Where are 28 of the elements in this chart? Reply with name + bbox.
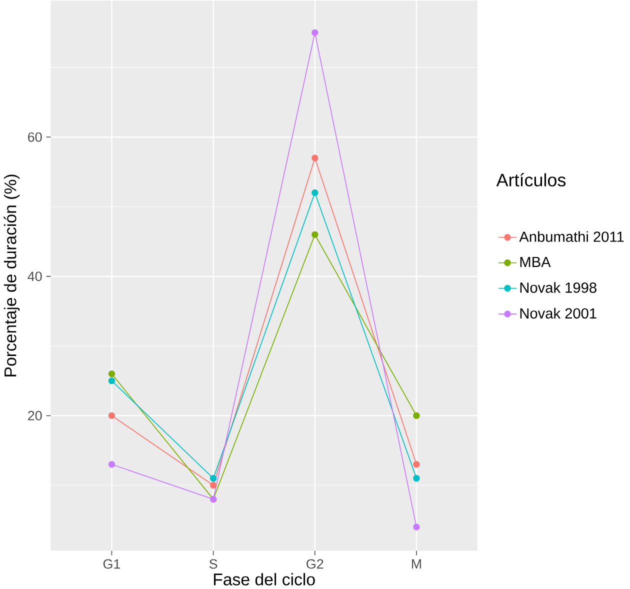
point	[210, 482, 217, 489]
point	[413, 474, 420, 482]
legend-title: Artículos	[496, 172, 566, 186]
x-tick-label: G1	[103, 559, 120, 569]
legend-label: MBA	[520, 256, 551, 267]
point	[413, 524, 420, 530]
x-tick-label: S	[209, 559, 218, 569]
point	[108, 460, 116, 468]
legend-label: Novak 1998	[520, 282, 596, 293]
y-tick-label: 20	[28, 410, 42, 420]
x-axis-title: Fase del ciclo	[214, 572, 315, 586]
point	[210, 474, 217, 482]
point	[108, 377, 116, 384]
x-tick-label: M	[412, 559, 421, 568]
y-tick-label: 40	[28, 272, 42, 282]
x-tick-label: G2	[306, 559, 324, 569]
point	[413, 460, 420, 468]
legend-label: Anbumathi 2011	[519, 231, 624, 242]
point	[312, 154, 318, 162]
point	[312, 189, 318, 196]
point	[312, 231, 318, 238]
point	[108, 412, 116, 419]
legend-label: Novak 2001	[520, 308, 596, 319]
point	[312, 29, 318, 36]
y-tick-label: 60	[28, 132, 42, 142]
point	[413, 412, 420, 419]
y-axis-title: Porcentaje de duración (%)	[4, 174, 20, 376]
point	[108, 370, 116, 378]
